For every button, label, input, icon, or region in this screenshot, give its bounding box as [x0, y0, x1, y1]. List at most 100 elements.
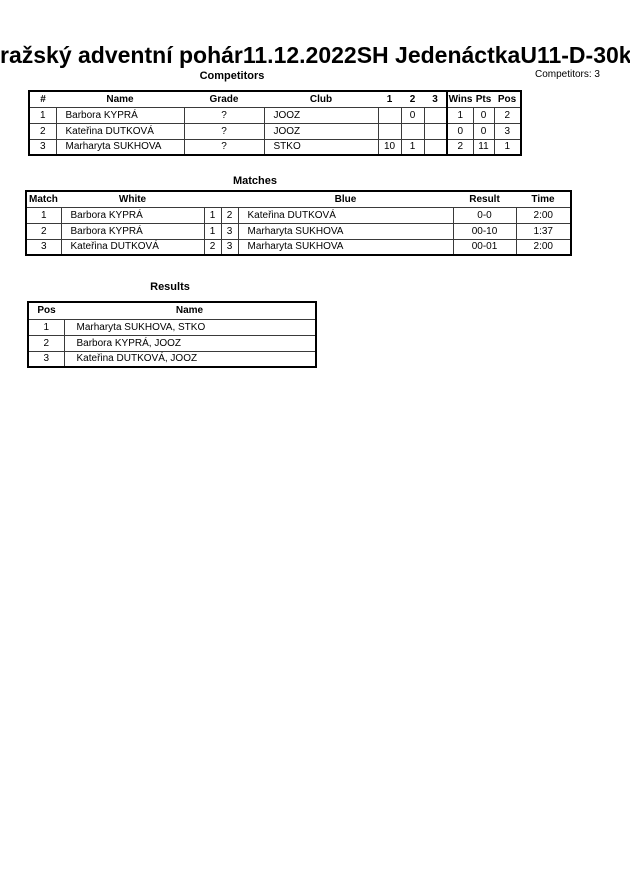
competitor-grade: ?: [183, 106, 265, 124]
competitor-round3: [423, 138, 448, 156]
match-blue-number: 3: [220, 238, 239, 256]
competitor-pts: 11: [472, 138, 495, 156]
competitor-pts: 0: [472, 122, 495, 140]
title-category: U11-D-30k: [520, 42, 630, 68]
matches-heading: Matches: [232, 175, 278, 187]
competitor-grade: ?: [183, 122, 265, 140]
result-name: Kateřina DUTKOVÁ, JOOZ: [63, 350, 317, 368]
title-date: 11.12.2022: [242, 42, 357, 68]
match-result: 00-10: [452, 222, 517, 240]
match-white-number: 1: [203, 222, 222, 240]
match-time: 2:00: [515, 206, 572, 224]
col-pos: Pos: [494, 91, 521, 108]
competitors-heading: Competitors: [199, 70, 265, 82]
result-row: 2 Barbora KYPRÁ, JOOZ: [27, 334, 317, 352]
col-round3: 3: [424, 91, 447, 108]
col-result: Result: [453, 191, 516, 208]
match-blue-name: Kateřina DUTKOVÁ: [237, 206, 454, 224]
col-pos: Pos: [28, 302, 64, 320]
results-table: Pos Name 1 Marharyta SUKHOVA, STKO 2 Bar…: [27, 301, 317, 368]
col-blue: Blue: [238, 191, 453, 208]
competitor-round3: [423, 106, 448, 124]
col-number: #: [29, 91, 56, 108]
col-blue-number: [221, 191, 238, 208]
title-event-name: ražský adventní pohár: [0, 42, 243, 68]
col-round1: 1: [378, 91, 401, 108]
results-header-row: Pos Name: [28, 302, 316, 320]
col-name: Name: [64, 302, 316, 320]
match-time: 1:37: [515, 222, 572, 240]
competitor-round2: 1: [400, 138, 425, 156]
col-white-number: [204, 191, 221, 208]
competitor-pos: 2: [493, 106, 522, 124]
match-blue-name: Marharyta SUKHOVA: [237, 238, 454, 256]
col-time: Time: [516, 191, 571, 208]
col-match: Match: [26, 191, 61, 208]
competitor-name: Kateřina DUTKOVÁ: [55, 122, 185, 140]
col-white: White: [61, 191, 204, 208]
col-name: Name: [56, 91, 184, 108]
match-result: 0-0: [452, 206, 517, 224]
competitor-pos: 1: [493, 138, 522, 156]
competitors-header-row: # Name Grade Club 1 2 3 Wins Pts Pos: [29, 91, 521, 108]
match-row: 1 Barbora KYPRÁ 1 2 Kateřina DUTKOVÁ 0-0…: [25, 206, 572, 224]
competitor-pts: 0: [472, 106, 495, 124]
result-row: 1 Marharyta SUKHOVA, STKO: [27, 318, 317, 336]
col-grade: Grade: [184, 91, 264, 108]
competitor-row: 1 Barbora KYPRÁ ? JOOZ 0 1 0 2: [28, 106, 522, 124]
col-club: Club: [264, 91, 378, 108]
competitor-round1: [377, 122, 402, 140]
match-white-number: 1: [203, 206, 222, 224]
competitor-number: 3: [28, 138, 57, 156]
competitor-name: Marharyta SUKHOVA: [55, 138, 185, 156]
result-row: 3 Kateřina DUTKOVÁ, JOOZ: [27, 350, 317, 368]
competitor-round1: 10: [377, 138, 402, 156]
match-number: 2: [25, 222, 62, 240]
match-number: 3: [25, 238, 62, 256]
competitor-number: 1: [28, 106, 57, 124]
competitor-number: 2: [28, 122, 57, 140]
match-row: 3 Kateřina DUTKOVÁ 2 3 Marharyta SUKHOVA…: [25, 238, 572, 256]
match-time: 2:00: [515, 238, 572, 256]
competitor-pos: 3: [493, 122, 522, 140]
result-pos: 2: [27, 334, 65, 352]
competitor-round2: 0: [400, 106, 425, 124]
competitor-grade: ?: [183, 138, 265, 156]
competitor-round2: [400, 122, 425, 140]
competitor-round1: [377, 106, 402, 124]
match-result: 00-01: [452, 238, 517, 256]
results-heading: Results: [150, 281, 190, 293]
competitor-club: JOOZ: [263, 122, 379, 140]
competitor-club: JOOZ: [263, 106, 379, 124]
competitors-table: # Name Grade Club 1 2 3 Wins Pts Pos 1 B…: [28, 90, 522, 156]
competitor-name: Barbora KYPRÁ: [55, 106, 185, 124]
competitor-wins: 2: [446, 138, 474, 156]
competitor-wins: 0: [446, 122, 474, 140]
match-number: 1: [25, 206, 62, 224]
match-white-number: 2: [203, 238, 222, 256]
match-blue-number: 2: [220, 206, 239, 224]
competitor-club: STKO: [263, 138, 379, 156]
match-white-name: Kateřina DUTKOVÁ: [60, 238, 205, 256]
competitor-row: 3 Marharyta SUKHOVA ? STKO 10 1 2 11 1: [28, 138, 522, 156]
col-pts: Pts: [473, 91, 494, 108]
matches-header-row: Match White Blue Result Time: [26, 191, 571, 208]
competitor-round3: [423, 122, 448, 140]
competitor-wins: 1: [446, 106, 474, 124]
match-white-name: Barbora KYPRÁ: [60, 222, 205, 240]
competitors-count-label: Competitors: 3: [534, 69, 600, 80]
match-white-name: Barbora KYPRÁ: [60, 206, 205, 224]
competitor-row: 2 Kateřina DUTKOVÁ ? JOOZ 0 0 3: [28, 122, 522, 140]
result-pos: 1: [27, 318, 65, 336]
result-pos: 3: [27, 350, 65, 368]
col-round2: 2: [401, 91, 424, 108]
col-wins: Wins: [446, 91, 473, 108]
matches-table: Match White Blue Result Time 1 Barbora K…: [25, 190, 572, 256]
result-name: Marharyta SUKHOVA, STKO: [63, 318, 317, 336]
match-blue-name: Marharyta SUKHOVA: [237, 222, 454, 240]
title-venue: SH Jedenáctka: [356, 42, 521, 68]
match-row: 2 Barbora KYPRÁ 1 3 Marharyta SUKHOVA 00…: [25, 222, 572, 240]
match-blue-number: 3: [220, 222, 239, 240]
result-name: Barbora KYPRÁ, JOOZ: [63, 334, 317, 352]
